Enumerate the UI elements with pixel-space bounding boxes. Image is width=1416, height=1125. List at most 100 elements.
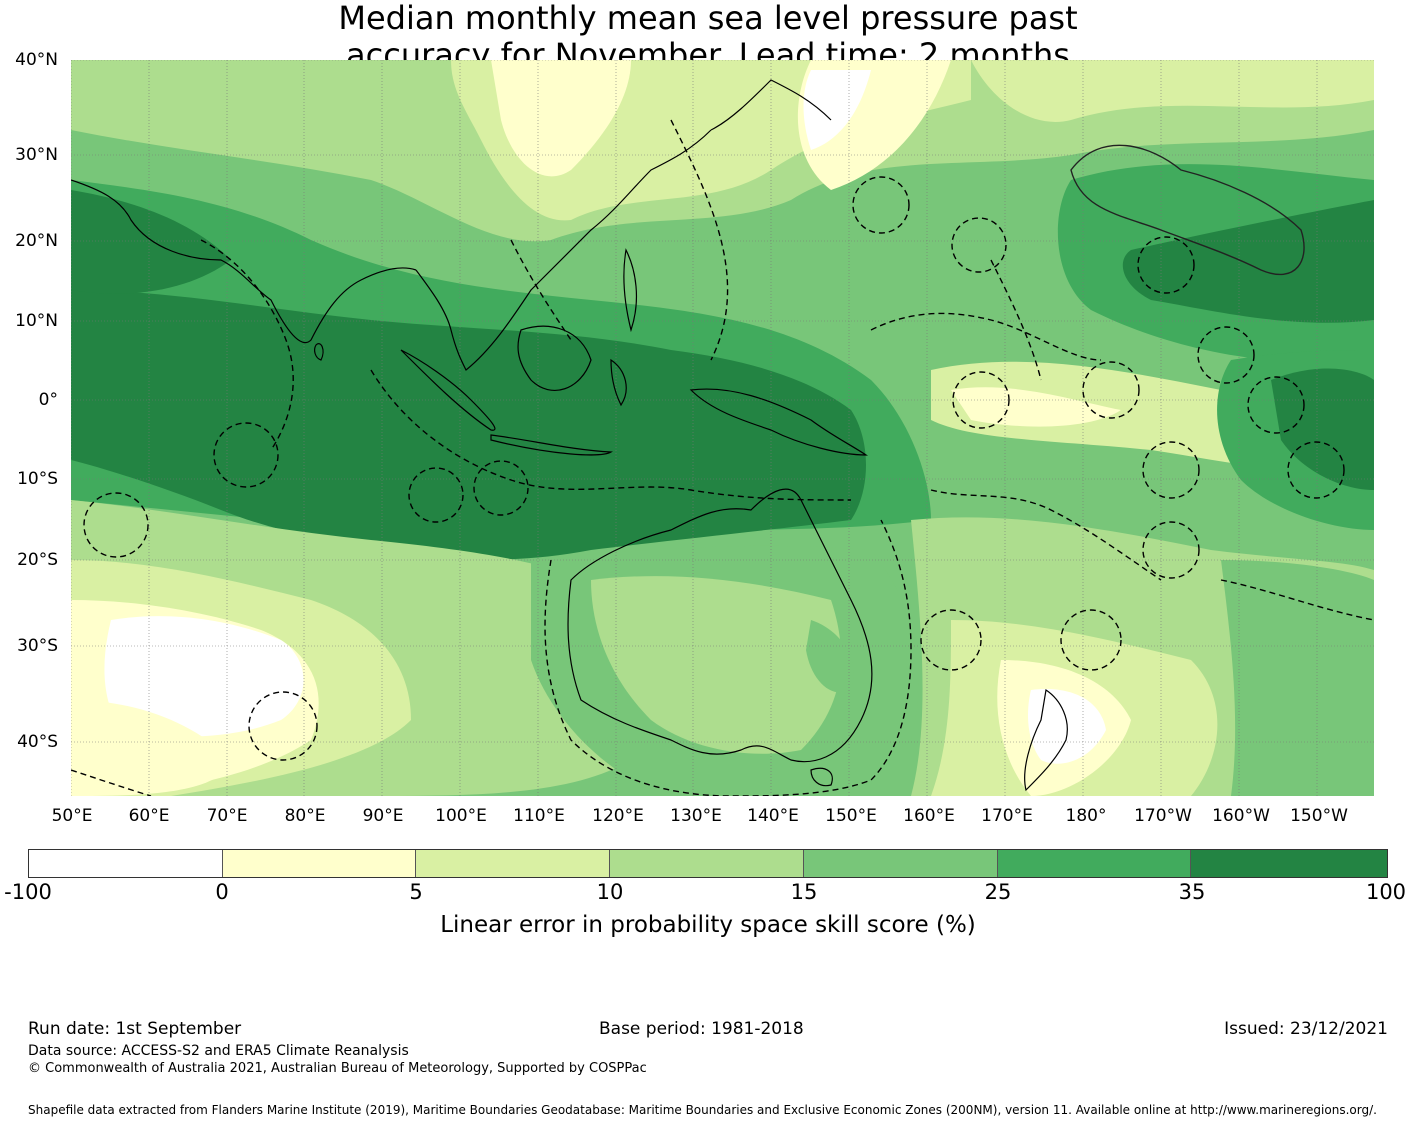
eez-circle-14 [1060, 609, 1122, 671]
eez-circle-6 [852, 176, 910, 234]
coast-sumatra [400, 349, 496, 431]
coast-tasmania [810, 767, 833, 787]
eez-circle-4 [473, 460, 529, 516]
central-pacific-very-high [1271, 368, 1374, 490]
lon-label-130e: 130°E [670, 806, 722, 826]
colorbar [28, 849, 1388, 878]
coast-sulawesi [610, 358, 627, 407]
eez-japan-boundary [670, 119, 729, 361]
lat-label-40n: 40°N [15, 50, 58, 70]
lon-label-80e: 80°E [284, 806, 326, 826]
lon-label-150e: 150°E [825, 806, 877, 826]
eez-circle-15 [920, 609, 982, 671]
eez-circle-13 [1082, 361, 1140, 419]
lon-label-70e: 70°E [206, 806, 248, 826]
south-indian-white [104, 616, 304, 737]
colorbar-tick-35: 35 [1178, 880, 1206, 904]
run-date: Run date: 1st September [28, 1019, 242, 1039]
lon-label-90e: 90°E [362, 806, 404, 826]
tropical-very-high-skill-core [71, 290, 866, 560]
colorbar-tick-5: 5 [409, 880, 423, 904]
north-pale-region [491, 60, 631, 177]
copyright: © Commonwealth of Australia 2021, Austra… [28, 1061, 647, 1076]
eez-circle-10 [1247, 376, 1305, 434]
lat-label-10n: 10°N [15, 311, 58, 331]
colorbar-label: Linear error in probability space skill … [440, 912, 976, 938]
australia-east-high [806, 620, 854, 693]
coast-sri-lanka [314, 343, 324, 361]
eez-circle-3 [408, 467, 464, 523]
colorbar-segment-0-5 [222, 850, 417, 877]
lat-label-10s: 10°S [17, 469, 58, 489]
coast-java [490, 434, 614, 456]
coast-china-japan [710, 79, 832, 131]
shapefile-credit: Shapefile data extracted from Flanders M… [28, 1103, 1377, 1117]
eez-circle-8 [1137, 236, 1195, 294]
eez-boundaries [71, 119, 1374, 796]
colorbar-tick-25: 25 [984, 880, 1012, 904]
southeast-pacific-moderate [1221, 560, 1374, 796]
coastlines [71, 79, 1068, 792]
lon-label-150w: 150°W [1290, 806, 1348, 826]
lon-label-100e: 100°E [435, 806, 487, 826]
colorbar-segment-neg100-0 [29, 850, 223, 877]
pacific-north-pale [971, 60, 1374, 122]
colorbar-tick-neg100: -100 [4, 880, 52, 904]
eez-circle-11 [1287, 441, 1345, 499]
lat-label-20s: 20°S [17, 550, 58, 570]
coast-borneo [517, 325, 592, 391]
colorbar-tick-10: 10 [596, 880, 624, 904]
eez-australia-boundary [544, 519, 912, 796]
lat-label-30n: 30°N [15, 145, 58, 165]
lon-label-50e: 50°E [51, 806, 93, 826]
lon-label-170w: 170°W [1134, 806, 1192, 826]
lat-label-0: 0° [38, 390, 58, 410]
lon-label-60e: 60°E [128, 806, 170, 826]
eez-circle-2 [213, 422, 279, 488]
lon-label-160e: 160°E [903, 806, 955, 826]
lon-label-160w: 160°W [1212, 806, 1270, 826]
arabian-sea-high [71, 190, 231, 294]
southwest-pale [71, 700, 231, 796]
equatorial-pacific-yellow [951, 387, 1121, 427]
eez-circle-7 [951, 217, 1007, 273]
australia-low [591, 576, 841, 754]
colorbar-segment-35-100 [1191, 850, 1388, 877]
colorbar-segment-25-35 [997, 850, 1192, 877]
eez-pacific-boundary-3 [990, 259, 1042, 381]
colorbar-segment-10-15 [610, 850, 804, 877]
coast-southeast-asia [415, 129, 712, 371]
lon-label-120e: 120°E [592, 806, 644, 826]
eez-circle-1 [83, 492, 149, 558]
eez-china-boundary [510, 239, 572, 341]
data-source: Data source: ACCESS-S2 and ERA5 Climate … [28, 1043, 409, 1059]
issued-date: Issued: 23/12/2021 [1224, 1019, 1388, 1039]
coast-philippines [623, 248, 638, 333]
hawaii-eez-boundary [1070, 144, 1305, 276]
lon-label-140e: 140°E [747, 806, 799, 826]
lon-label-110e: 110°E [513, 806, 565, 826]
lat-label-40s: 40°S [17, 732, 58, 752]
eez-pacific-boundary-1 [870, 312, 1102, 361]
eez-circle-16 [1142, 441, 1200, 499]
north-pacific-very-high [1122, 200, 1374, 323]
eez-circle-17 [1142, 521, 1200, 579]
eez-indian-ocean-boundary [200, 239, 294, 451]
colorbar-segment-15-25 [803, 850, 998, 877]
eez-circle-5 [248, 691, 318, 761]
base-period: Base period: 1981-2018 [599, 1019, 804, 1039]
colorbar-tick-15: 15 [790, 880, 818, 904]
lon-label-170e: 170°E [981, 806, 1033, 826]
coast-new-guinea [689, 388, 868, 456]
coast-new-zealand [1024, 688, 1068, 792]
lon-label-180: 180° [1065, 806, 1107, 826]
eez-circle-12 [952, 371, 1010, 429]
lat-label-20n: 20°N [15, 231, 58, 251]
skill-score-map [71, 60, 1374, 796]
map-title-line-1: Median monthly mean sea level pressure p… [338, 0, 1078, 37]
coast-australia [567, 488, 873, 763]
coast-arabia-india [71, 179, 417, 344]
colorbar-tick-100: 100 [1365, 880, 1407, 904]
eez-circle-9 [1197, 326, 1255, 384]
colorbar-segment-5-10 [416, 850, 611, 877]
